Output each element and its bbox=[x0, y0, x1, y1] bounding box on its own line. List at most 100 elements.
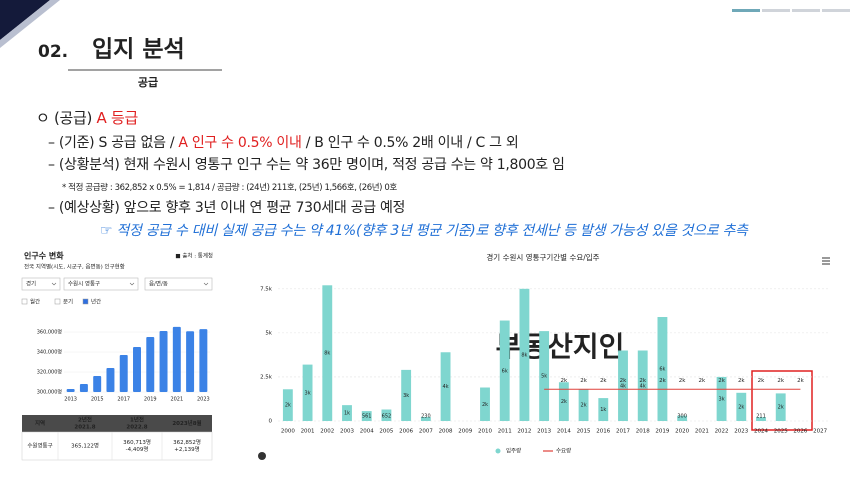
bullet-line: ☞ 적정 공급 수 대비 실제 공급 수는 약 41%(향후 3년 평균 기준)… bbox=[100, 223, 749, 239]
line-label: 2k bbox=[738, 378, 745, 384]
table-cell: +2,139명 bbox=[174, 446, 199, 453]
progress bbox=[762, 9, 790, 12]
table-cell: 362,852명 bbox=[173, 439, 201, 446]
bar-label: 8k bbox=[324, 351, 330, 357]
period-checkbox[interactable] bbox=[82, 298, 89, 305]
table-cell: 365,122명 bbox=[71, 443, 99, 450]
x-tick-label: 2008 bbox=[439, 429, 453, 435]
bar bbox=[146, 337, 155, 392]
bar-label: 6k bbox=[502, 368, 508, 374]
bullet-segment: – (기준) S 공급 없음 / bbox=[48, 135, 178, 151]
source: ■ 출처 : 통계청 bbox=[175, 252, 213, 260]
bar bbox=[66, 389, 75, 392]
bar-label: 2k bbox=[561, 399, 567, 405]
x-tick-label: 2027 bbox=[813, 429, 827, 435]
table-header: 1년전 bbox=[130, 416, 144, 424]
x-tick-label: 2020 bbox=[675, 429, 689, 435]
filter-box[interactable] bbox=[63, 277, 139, 291]
menu-icon[interactable] bbox=[822, 257, 830, 265]
bar bbox=[172, 326, 181, 392]
bar bbox=[106, 368, 115, 392]
line-label: 2k bbox=[561, 378, 568, 384]
table-header: 2022.8 bbox=[126, 425, 147, 431]
bar bbox=[578, 389, 589, 421]
filter-box[interactable] bbox=[144, 277, 213, 291]
table-header: 2023년8월 bbox=[172, 419, 201, 427]
bar-label: 4k bbox=[620, 383, 626, 389]
x-tick-label: 2001 bbox=[301, 429, 315, 435]
bar bbox=[420, 416, 431, 421]
bar bbox=[401, 369, 412, 421]
bar-label: 300 bbox=[677, 414, 687, 420]
bar-label: 5k bbox=[541, 374, 547, 380]
period-label: 분기 bbox=[63, 298, 73, 306]
x-tick-label: 2013 bbox=[537, 429, 551, 435]
line-label: 2k bbox=[580, 378, 587, 384]
x-tick-label: 2019 bbox=[144, 397, 157, 403]
corner-stripe bbox=[0, 0, 60, 48]
x-tick-label: 2015 bbox=[577, 429, 591, 435]
bar bbox=[159, 331, 168, 392]
line-label: 2k bbox=[777, 378, 784, 384]
period-checkbox[interactable] bbox=[21, 298, 28, 305]
bar-label: 2k bbox=[738, 404, 744, 410]
bar bbox=[79, 384, 88, 392]
bar bbox=[558, 382, 569, 421]
x-tick-label: 2004 bbox=[360, 429, 374, 435]
period-checkbox[interactable] bbox=[54, 298, 61, 305]
x-tick-label: 2013 bbox=[64, 397, 77, 403]
chart-title: 경기 수원시 영통구기간별 수요/입주 bbox=[486, 252, 599, 262]
bar bbox=[186, 331, 195, 392]
line-label: 2k bbox=[797, 378, 804, 384]
table-body bbox=[21, 431, 213, 461]
y-tick-label: 360,000명 bbox=[37, 329, 62, 336]
bar bbox=[199, 329, 208, 392]
bar bbox=[480, 387, 490, 421]
line-label: 2k bbox=[600, 378, 607, 384]
progress bbox=[732, 9, 760, 12]
bar bbox=[539, 331, 550, 421]
y-tick-label: 300,000명 bbox=[37, 389, 62, 396]
bar-label: 4k bbox=[640, 383, 646, 389]
x-tick-label: 2015 bbox=[91, 397, 104, 403]
bar bbox=[637, 350, 648, 421]
bar-label: 1k bbox=[344, 411, 350, 417]
x-tick-label: 2024 bbox=[754, 429, 768, 435]
bar bbox=[756, 417, 766, 421]
bar bbox=[519, 288, 530, 421]
x-tick-label: 2002 bbox=[320, 429, 334, 435]
subtitle: 공급 bbox=[138, 76, 158, 89]
bullet-segment: – (상황분석) 현재 수원시 영통구 인구 수는 약 36만 명이며, 적정 … bbox=[48, 157, 565, 173]
bar bbox=[282, 389, 293, 421]
x-tick-label: 2016 bbox=[596, 429, 610, 435]
period-label: 년간 bbox=[91, 298, 101, 306]
section-number: 02. bbox=[38, 42, 68, 62]
x-tick-label: 2010 bbox=[478, 429, 492, 435]
table-cell: -4,409명 bbox=[126, 446, 149, 453]
x-tick-label: 2011 bbox=[498, 429, 512, 435]
legend-label: 입주량 bbox=[506, 447, 521, 455]
filter-box[interactable] bbox=[21, 277, 61, 291]
bar bbox=[677, 415, 688, 421]
watermark: 부동산지인 bbox=[496, 330, 625, 363]
table-cell: 수원영통구 bbox=[27, 442, 52, 450]
title: 입지 분석 bbox=[92, 37, 185, 63]
bar bbox=[618, 350, 628, 421]
logo-dot bbox=[258, 452, 266, 460]
bar bbox=[93, 376, 102, 392]
x-tick-label: 2021 bbox=[695, 429, 709, 435]
bullet-line: – (예상상황) 앞으로 향후 3년 이내 연 평균 730세대 공급 예정 bbox=[48, 200, 405, 216]
bar-label: 2k bbox=[581, 403, 587, 409]
bar-label: 2k bbox=[482, 402, 488, 408]
y-tick-label: 7.5k bbox=[260, 286, 273, 292]
y-tick-label: 2.5k bbox=[260, 374, 273, 380]
bar bbox=[598, 398, 609, 421]
x-tick-label: 2018 bbox=[636, 429, 650, 435]
line-label: 2k bbox=[620, 378, 627, 384]
bar-label: 4k bbox=[443, 384, 449, 390]
bar-label: 6k bbox=[659, 367, 665, 373]
period-label: 월간 bbox=[30, 298, 40, 306]
table-cell: 360,713명 bbox=[123, 439, 151, 446]
bullet-segment: A 인구 수 0.5% 이내 bbox=[178, 135, 301, 151]
legend-swatch bbox=[495, 448, 501, 454]
